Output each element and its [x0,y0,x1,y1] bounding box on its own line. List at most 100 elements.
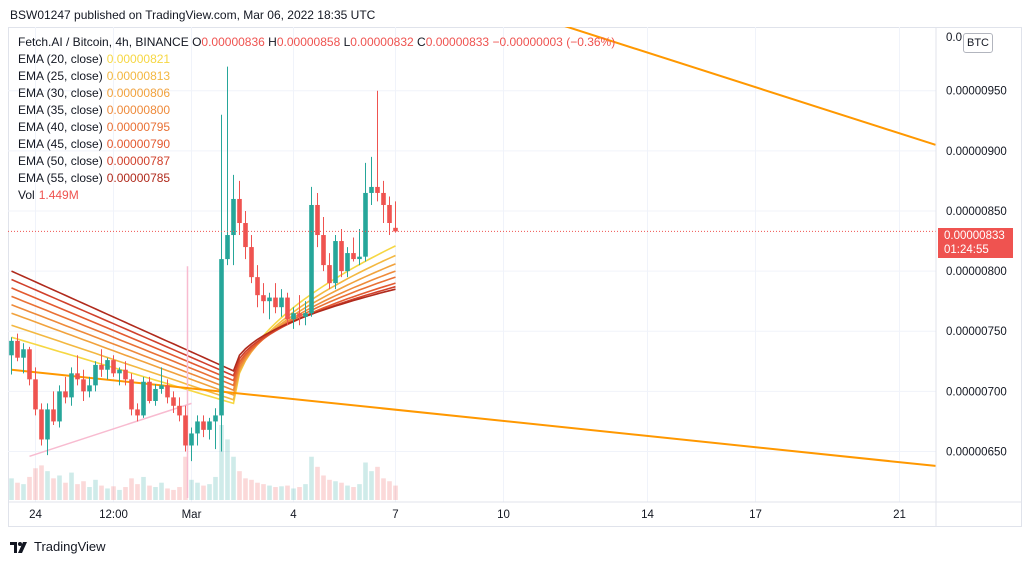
ema-line [11,276,396,387]
volume-value: 1.449M [38,188,79,202]
price-tick-label: 0.00000850 [946,206,1007,218]
time-axis[interactable]: 24 12:00 Mar 4 7 10 14 17 21 [8,501,1022,521]
volume-bar [387,481,392,500]
symbol-label: Fetch.AI / Bitcoin, 4h, BINANCE [18,35,189,49]
candle-body [297,313,302,317]
ema-label: EMA (20, close) [18,52,103,66]
candle-body [315,204,320,236]
last-price-tag: 0.00000833 01:24:55 [938,228,1013,258]
candle-body [279,297,284,308]
volume-bar [153,487,158,500]
candle-body [333,241,338,284]
price-tick-label: 0.0 [946,32,962,44]
ema-line [11,282,396,382]
candle-body [33,379,38,410]
candlesticks [9,66,398,462]
chart-canvas[interactable]: 0.00000950 0.00000900 0.00000850 0.00000800… [8,27,1022,527]
ema-label: EMA (35, close) [18,103,103,117]
last-price-value: 0.00000833 [944,230,1005,242]
candle-body [309,204,314,314]
ohlc-high-value: 0.00000858 [276,35,341,49]
ema-line [11,270,396,392]
candle-body [135,409,140,416]
ema-label: EMA (55, close) [18,171,103,185]
author-name[interactable]: BSW01247 [10,8,71,22]
price-tick-label: 0.00000650 [946,446,1007,458]
candle-body [345,253,350,272]
candle-body [45,409,50,440]
ema-value: 0.00000806 [106,86,171,100]
volume-bar [51,478,56,500]
volume-bar [375,466,380,500]
candle-body [213,415,218,422]
bar-countdown: 01:24:55 [944,244,989,256]
price-tick-label: 0.00000800 [946,266,1007,278]
currency-badge[interactable]: BTC [963,33,993,53]
price-axis[interactable]: 0.00000950 0.00000900 0.00000850 0.00000800… [935,27,1007,527]
candle-body [21,349,26,358]
volume-bar [183,456,188,500]
volume-bar [327,479,332,500]
volume-bar [189,479,194,500]
ema-value: 0.00000790 [106,137,171,151]
candle-body [159,385,164,389]
ema-value: 0.00000800 [106,103,171,117]
symbol-row: Fetch.AI / Bitcoin, 4h, BINANCE O0.00000… [18,34,615,51]
ohlc-values: O0.00000836 H0.00000858 L0.00000832 C0.0… [192,35,615,49]
ema-row-35[interactable]: EMA (35, close) 0.00000800 [18,102,615,119]
volume-bar [171,489,176,500]
candle-body [387,204,392,224]
candle-body [165,385,170,398]
ohlc-open-value: 0.00000836 [201,35,265,49]
candle-body [87,385,92,392]
candle-body [261,295,266,302]
ema-row-40[interactable]: EMA (40, close) 0.00000795 [18,119,615,136]
volume-bar [177,487,182,500]
ema-row-20[interactable]: EMA (20, close) 0.00000821 [18,51,615,68]
ema-value: 0.00000813 [106,69,171,83]
ema-label: EMA (40, close) [18,120,103,134]
candle-body [171,397,176,406]
ema-row-25[interactable]: EMA (25, close) 0.00000813 [18,68,615,85]
chart-frame [8,27,1022,527]
ohlc-low-value: 0.00000832 [350,35,414,49]
footer-branding[interactable]: TradingView [10,539,106,554]
candle-body [255,277,260,296]
price-tick-label: 0.00000750 [946,326,1007,338]
ema-row-50[interactable]: EMA (50, close) 0.00000787 [18,153,615,170]
candle-body [231,198,236,236]
volume-bar [111,486,116,500]
candle-body [267,297,272,302]
candle-body [195,421,200,434]
trendline-support [29,402,192,458]
ohlc-high-key: H [268,35,277,49]
ema-row-30[interactable]: EMA (30, close) 0.00000806 [18,85,615,102]
volume-bar [21,484,26,500]
volume-bar [363,462,368,500]
volume-bars [9,425,398,500]
ema-value: 0.00000787 [106,154,171,168]
volume-bar [285,485,290,500]
ema-ribbon [11,245,396,405]
ema-line [11,270,396,372]
ema-value: 0.00000821 [106,52,171,66]
ohlc-low-key: L [343,35,351,49]
volume-bar [315,466,320,500]
candle-body [357,256,362,260]
volume-bar [201,485,206,500]
volume-bar [75,484,80,500]
candle-body [243,223,248,248]
volume-bar [213,476,218,500]
volume-bar [165,488,170,500]
volume-bar [261,484,266,500]
ema-row-45[interactable]: EMA (45, close) 0.00000790 [18,136,615,153]
ema-row-55[interactable]: EMA (55, close) 0.00000785 [18,170,615,187]
time-tick-label: 21 [893,509,906,521]
volume-bar [159,482,164,500]
volume-bar [255,482,260,500]
volume-bar [15,482,20,500]
time-tick-label: 24 [29,509,42,521]
volume-bar [207,484,212,500]
ohlc-close-key: C [417,35,426,49]
volume-row[interactable]: Vol 1.449M [18,187,615,204]
